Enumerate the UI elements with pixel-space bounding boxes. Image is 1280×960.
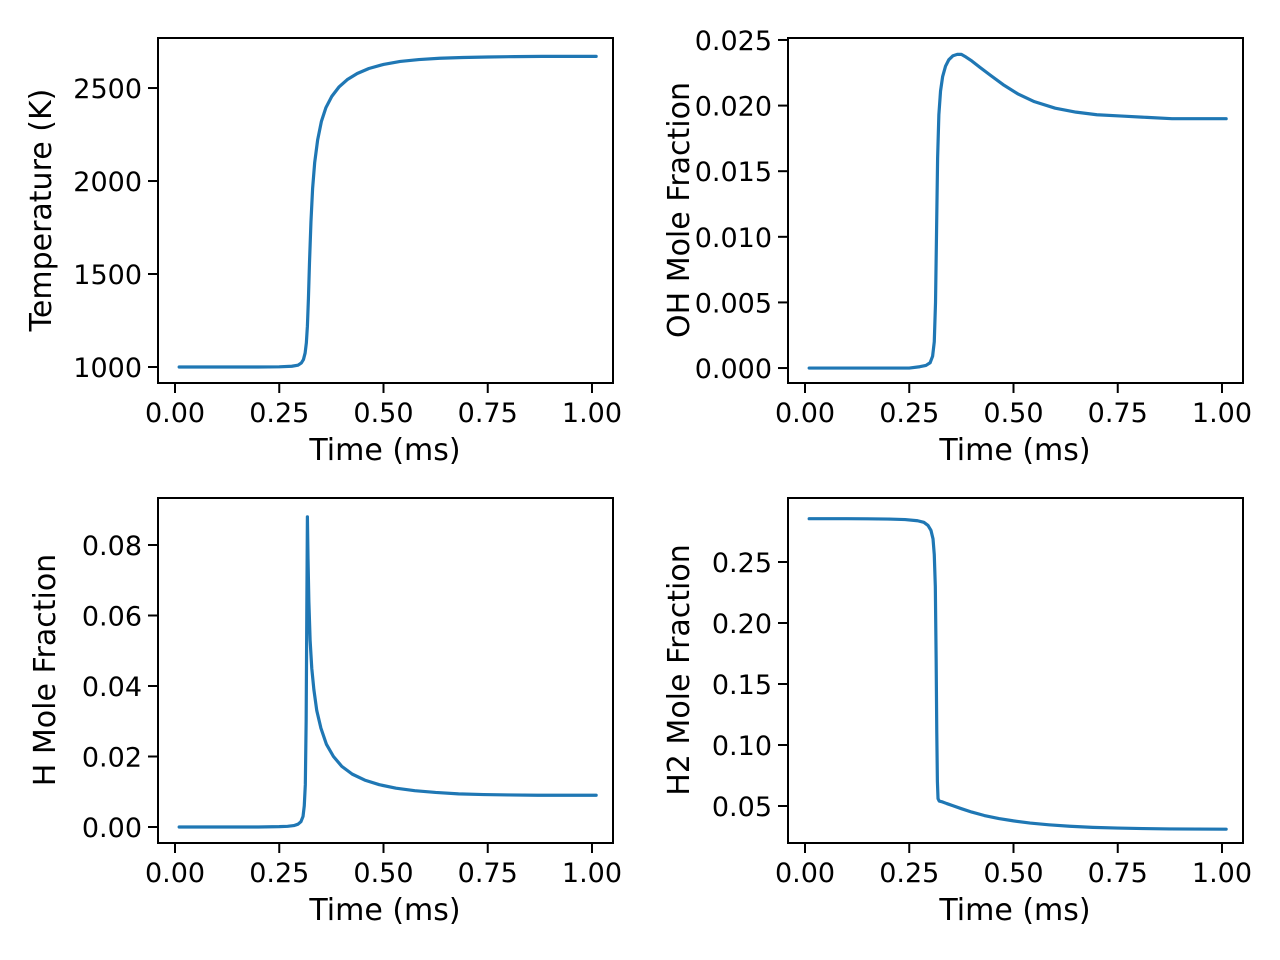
x-tick-label: 0.00: [775, 858, 835, 889]
subplot-oh-mole-fraction: 0.00 0.25 0.50 0.75 1.00 0.000 0.005 0.010 0.015…: [695, 26, 1252, 429]
y-tick-label: 2500: [73, 74, 142, 105]
xlabel-h-mole-fraction: Time (ms): [309, 893, 461, 928]
x-tick-label: 0.75: [1088, 398, 1148, 429]
y-tick-label: 0.000: [695, 354, 772, 385]
x-tick-label: 0.75: [458, 398, 518, 429]
subplot-h-mole-fraction: 0.00 0.25 0.50 0.75 1.00 0.00 0.02 0.04 0.06 0.08: [82, 497, 622, 889]
y-tick-label: 0.04: [82, 672, 142, 703]
y-tick-label: 0.06: [82, 601, 142, 632]
x-tick-label: 0.75: [1088, 858, 1148, 889]
x-tick-label: 1.00: [1192, 398, 1252, 429]
h2-mole-fraction-curve: [807, 517, 1228, 831]
x-tick-label: 0.00: [145, 858, 205, 889]
axes-spines: [157, 497, 614, 844]
x-tick-label: 0.00: [145, 398, 205, 429]
y-tick-label: 0.15: [712, 670, 772, 701]
oh-mole-fraction-curve: [807, 52, 1228, 370]
x-tick-label: 0.75: [458, 858, 518, 889]
x-tick-label: 1.00: [1192, 858, 1252, 889]
x-tick-label: 0.25: [249, 398, 309, 429]
subplot-temperature: 0.00 0.25 0.50 0.75 1.00 1000 1500 2000 2500: [73, 37, 622, 429]
y-tick-label: 0.02: [82, 742, 142, 773]
y-tick-label: 0.015: [695, 157, 772, 188]
x-tick-label: 0.50: [353, 858, 413, 889]
x-tick-label: 0.50: [983, 858, 1043, 889]
x-tick-label: 0.25: [249, 858, 309, 889]
subplot-h2-mole-fraction: 0.00 0.25 0.50 0.75 1.00 0.05 0.10 0.15 0.20 0.25: [712, 497, 1252, 889]
y-tick-label: 0.005: [695, 288, 772, 319]
x-tick-label: 0.50: [353, 398, 413, 429]
xlabel-oh-mole-fraction: Time (ms): [939, 433, 1091, 468]
ylabel-oh-mole-fraction: OH Mole Fraction: [662, 81, 697, 339]
xlabel-h2-mole-fraction: Time (ms): [939, 893, 1091, 928]
axes-spines: [787, 37, 1244, 384]
x-tick-label: 0.50: [983, 398, 1043, 429]
x-tick-label: 0.25: [879, 398, 939, 429]
y-tick-label: 2000: [73, 167, 142, 198]
y-tick-label: 0.020: [695, 92, 772, 123]
y-tick-label: 0.08: [82, 531, 142, 562]
ylabel-h-mole-fraction: H Mole Fraction: [28, 553, 63, 787]
axes-spines: [787, 497, 1244, 844]
y-tick-label: 0.10: [712, 731, 772, 762]
ylabel-temperature: Temperature (K): [24, 88, 59, 332]
xlabel-temperature: Time (ms): [309, 433, 461, 468]
y-tick-label: 0.00: [82, 813, 142, 844]
x-tick-label: 0.25: [879, 858, 939, 889]
y-tick-label: 0.25: [712, 548, 772, 579]
y-tick-label: 0.010: [695, 223, 772, 254]
x-tick-label: 0.00: [775, 398, 835, 429]
temperature-curve: [177, 54, 598, 369]
y-tick-label: 1000: [73, 353, 142, 384]
y-tick-label: 1500: [73, 260, 142, 291]
x-tick-label: 1.00: [562, 398, 622, 429]
y-tick-label: 0.20: [712, 609, 772, 640]
x-tick-label: 1.00: [562, 858, 622, 889]
axes-spines: [157, 37, 614, 384]
h-mole-fraction-curve: [177, 515, 598, 829]
y-tick-label: 0.05: [712, 792, 772, 823]
y-tick-label: 0.025: [695, 26, 772, 57]
ylabel-h2-mole-fraction: H2 Mole Fraction: [662, 544, 697, 796]
